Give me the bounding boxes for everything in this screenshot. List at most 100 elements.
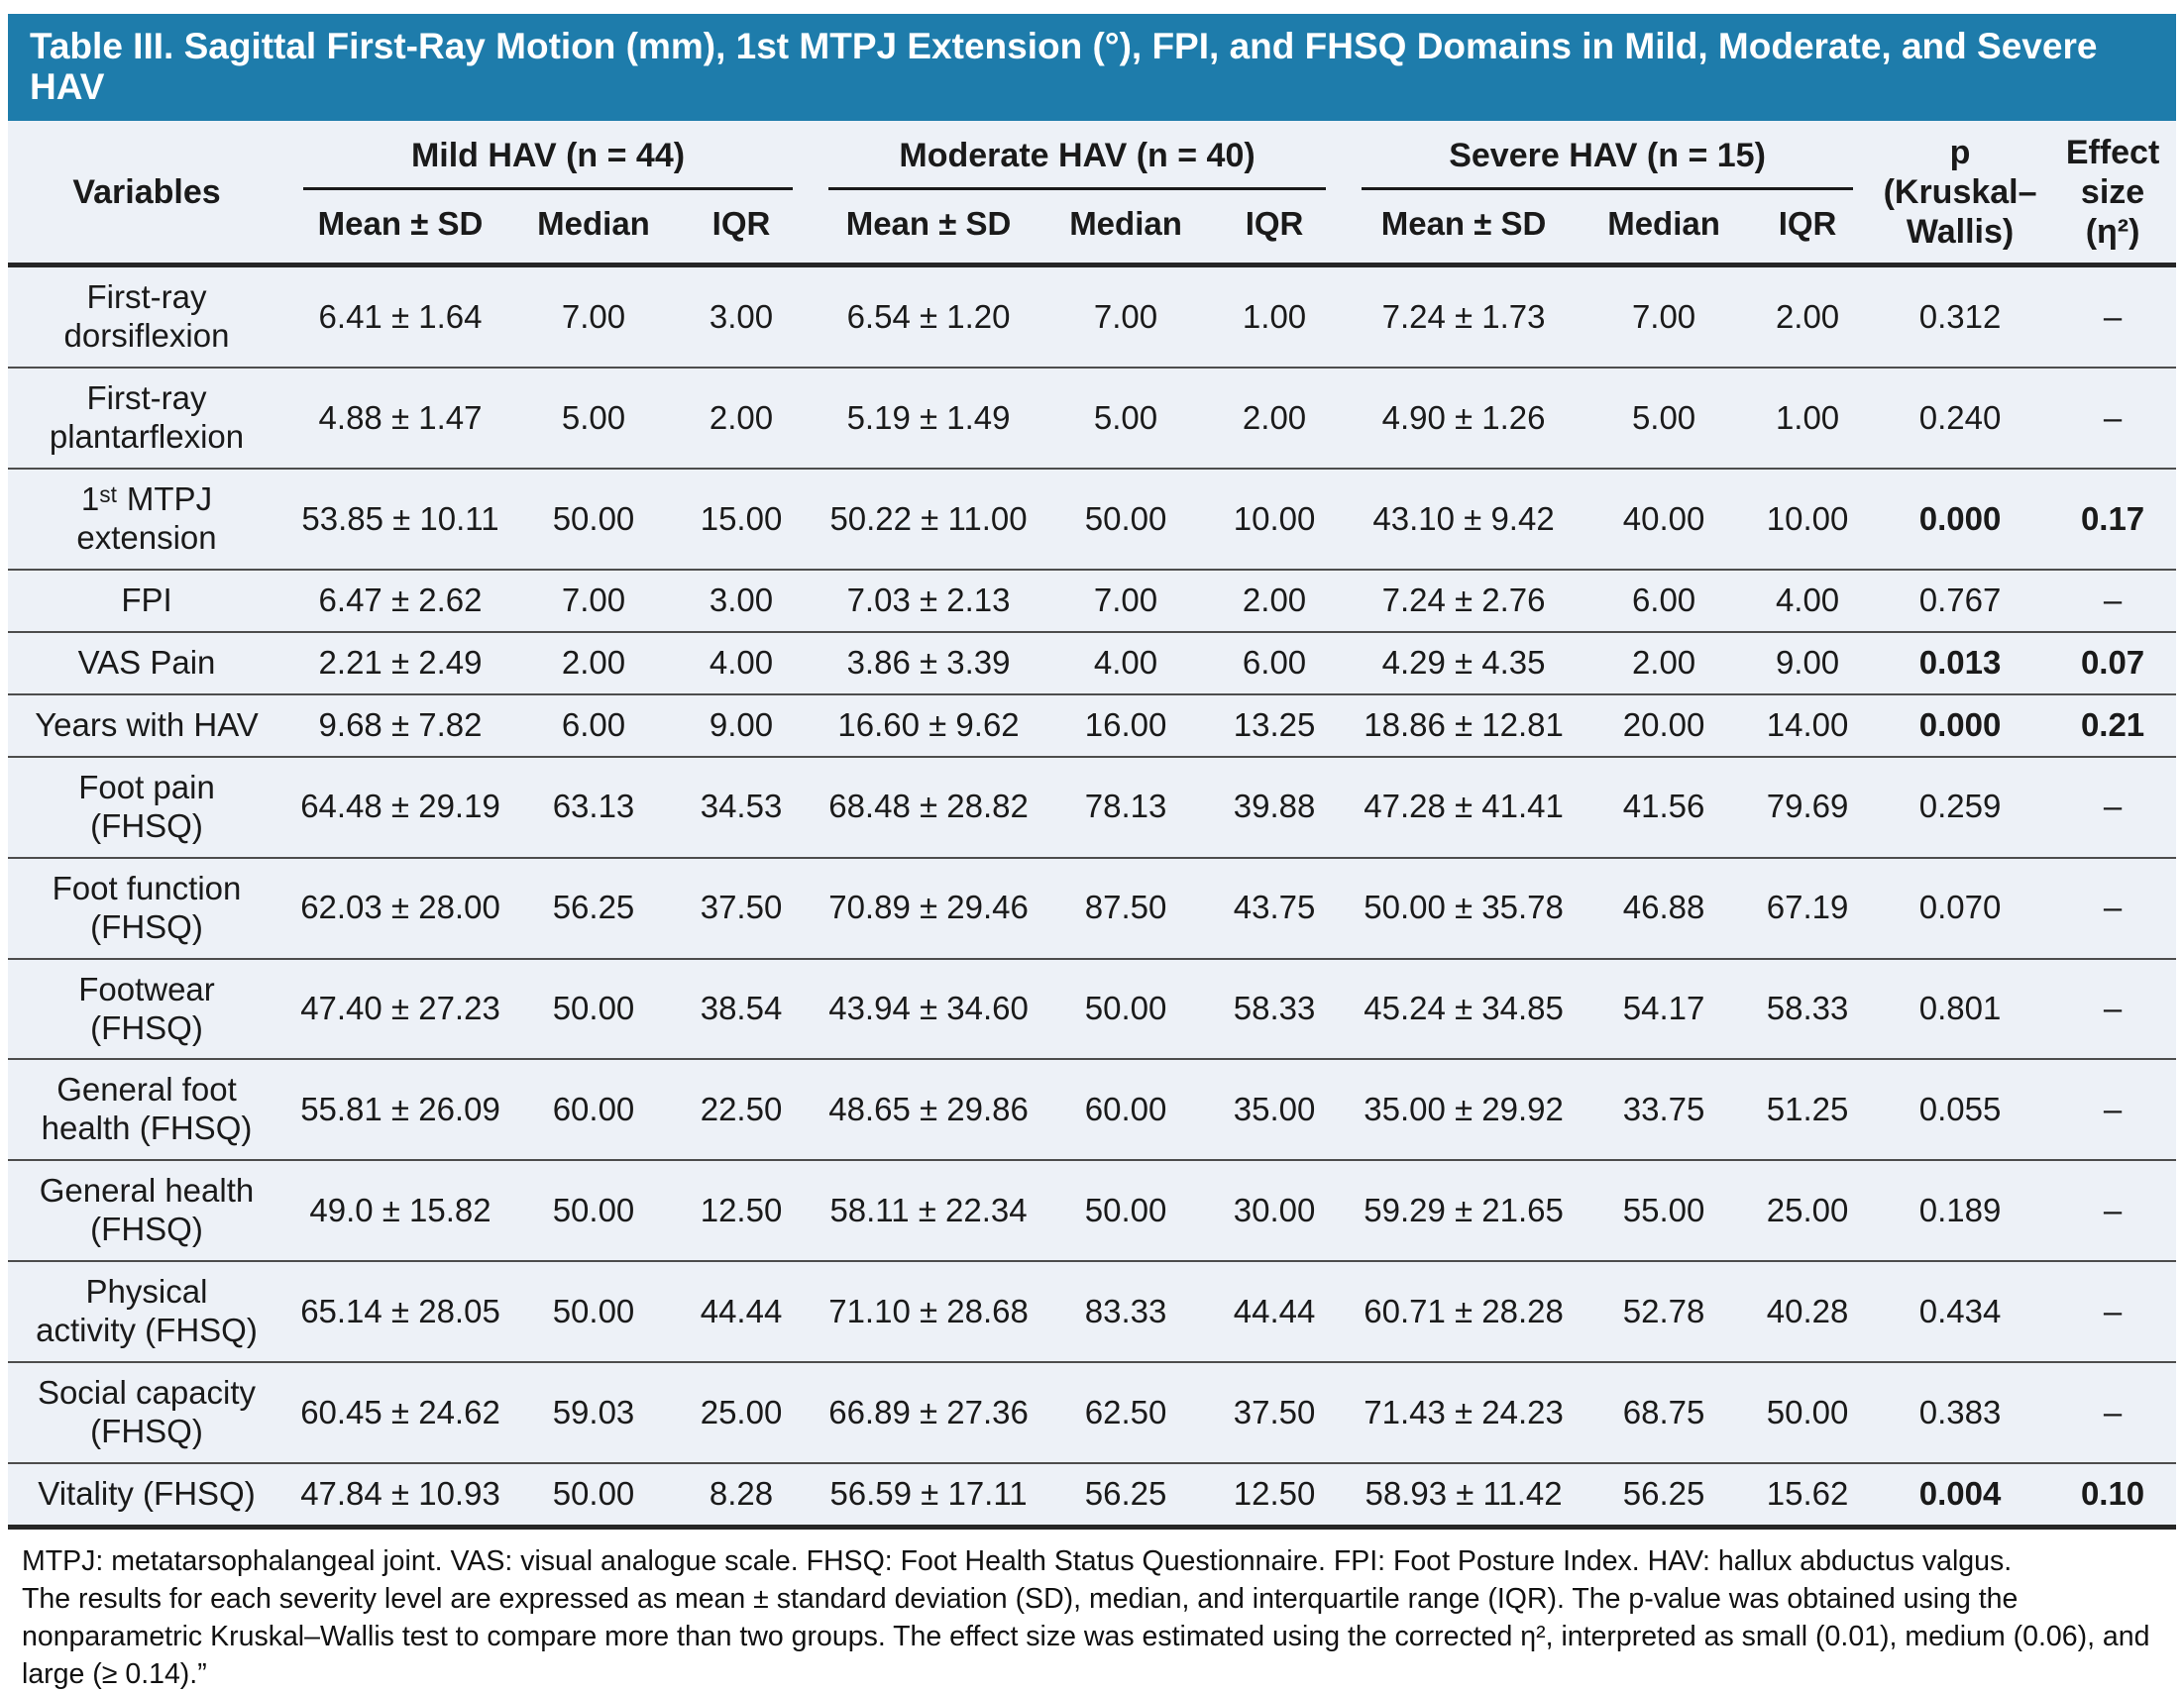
value-cell: 2.00 — [1242, 582, 1307, 619]
variable-cell: First-ray plantarflexion — [49, 379, 245, 456]
value-cell: 35.00 ± 29.92 — [1364, 1090, 1564, 1127]
table-row: First-ray dorsiflexion 6.41 ± 1.64 7.00 3.0… — [8, 265, 2176, 368]
value-cell: 50.00 ± 35.78 — [1364, 889, 1564, 926]
value-cell: 50.00 — [1766, 1393, 1849, 1430]
value-cell: 44.44 — [1233, 1292, 1316, 1329]
value-cell: 68.48 ± 28.82 — [828, 788, 1029, 825]
p-value-cell: 0.189 — [1918, 1191, 2002, 1228]
value-cell: 43.10 ± 9.42 — [1372, 499, 1555, 537]
sub-header-row: Mean ± SD Median IQR Mean ± SD Median IQ… — [8, 190, 2176, 265]
value-cell: 70.89 ± 29.46 — [828, 889, 1029, 926]
effect-size-cell: – — [2103, 889, 2123, 926]
effect-size-cell: – — [2103, 297, 2123, 335]
value-cell: 50.00 — [1084, 499, 1167, 537]
severe-iqr-header: IQR — [1778, 205, 1837, 243]
value-cell: 47.84 ± 10.93 — [300, 1474, 500, 1512]
value-cell: 7.00 — [561, 297, 626, 335]
value-cell: 47.28 ± 41.41 — [1364, 788, 1564, 825]
p-value-cell: 0.070 — [1918, 889, 2002, 926]
value-cell: 40.28 — [1766, 1292, 1849, 1329]
value-cell: 1.00 — [1242, 297, 1307, 335]
value-cell: 39.88 — [1233, 788, 1316, 825]
table-row: General health (FHSQ) 49.0 ± 15.82 50.00 12… — [8, 1160, 2177, 1261]
p-value-cell: 0.000 — [1918, 499, 2002, 537]
value-cell: 6.41 ± 1.64 — [318, 297, 483, 335]
variable-cell: VAS Pain — [77, 643, 216, 681]
value-cell: 15.00 — [700, 499, 783, 537]
value-cell: 83.33 — [1084, 1292, 1167, 1329]
value-cell: 5.19 ± 1.49 — [846, 398, 1011, 436]
table-row: General foot health (FHSQ) 55.81 ± 26.09 6… — [8, 1059, 2177, 1160]
variable-cell: Foot function (FHSQ) — [52, 869, 242, 945]
value-cell: 63.13 — [552, 788, 635, 825]
table-row: Vitality (FHSQ) 47.84 ± 10.93 50.00 8.28 56.… — [8, 1462, 2177, 1527]
table-row: Foot function (FHSQ) 62.03 ± 28.00 56.25 37… — [8, 857, 2177, 959]
group-header-moderate: Moderate HAV (n = 40) — [811, 121, 1344, 191]
value-cell: 71.10 ± 28.68 — [828, 1292, 1029, 1329]
value-cell: 2.00 — [709, 398, 774, 436]
value-cell: 71.43 ± 24.23 — [1364, 1393, 1564, 1430]
p-value-cell: 0.013 — [1918, 643, 2002, 681]
value-cell: 7.00 — [1631, 297, 1696, 335]
mild-iqr-header: IQR — [711, 205, 771, 243]
value-cell: 25.00 — [700, 1393, 783, 1430]
value-cell: 56.25 — [1622, 1474, 1705, 1512]
value-cell: 47.40 ± 27.23 — [300, 990, 500, 1027]
moderate-iqr-header: IQR — [1245, 205, 1304, 243]
value-cell: 50.00 — [552, 1292, 635, 1329]
effect-size-cell: – — [2103, 1393, 2123, 1430]
severe-median-header: Median — [1607, 205, 1720, 243]
page: { "title": "Table III. Sagittal First-Ra… — [0, 14, 2184, 1693]
value-cell: 62.50 — [1084, 1393, 1167, 1430]
value-cell: 4.00 — [709, 643, 774, 681]
variables-header: Variables — [72, 172, 221, 211]
value-cell: 3.00 — [709, 297, 774, 335]
effect-size-cell: – — [2103, 788, 2123, 825]
footnote-abbreviations: MTPJ: metatarsophalangeal joint. VAS: vi… — [22, 1544, 2013, 1577]
value-cell: 4.88 ± 1.47 — [318, 398, 483, 436]
value-cell: 7.24 ± 1.73 — [1381, 297, 1546, 335]
value-cell: 18.86 ± 12.81 — [1364, 705, 1564, 743]
value-cell: 46.88 — [1622, 889, 1705, 926]
value-cell: 3.00 — [709, 582, 774, 619]
mild-mean-sd-header: Mean ± SD — [317, 205, 484, 243]
value-cell: 48.65 ± 29.86 — [828, 1090, 1029, 1127]
value-cell: 79.69 — [1766, 788, 1849, 825]
value-cell: 7.00 — [561, 582, 626, 619]
group-header-moderate-label: Moderate HAV (n = 40) — [828, 137, 1327, 191]
p-value-header: p (Kruskal–Wallis) — [1883, 133, 2037, 251]
value-cell: 60.45 ± 24.62 — [300, 1393, 500, 1430]
table-body: First-ray dorsiflexion 6.41 ± 1.64 7.00 3.0… — [8, 265, 2177, 1528]
value-cell: 52.78 — [1622, 1292, 1705, 1329]
variable-cell: 1ˢᵗ MTPJ extension — [76, 480, 217, 557]
p-value-cell: 0.000 — [1918, 705, 2002, 743]
table-row: FPI 6.47 ± 2.62 7.00 3.00 7.03 ± 2.13 7.00 2.0… — [8, 570, 2177, 632]
effect-size-cell: – — [2103, 398, 2123, 436]
value-cell: 37.50 — [1233, 1393, 1316, 1430]
value-cell: 14.00 — [1766, 705, 1849, 743]
value-cell: 16.60 ± 9.62 — [837, 705, 1020, 743]
value-cell: 5.00 — [1631, 398, 1696, 436]
table-row: 1ˢᵗ MTPJ extension 53.85 ± 10.11 50.00 15.0… — [8, 469, 2177, 570]
value-cell: 43.75 — [1233, 889, 1316, 926]
value-cell: 56.25 — [1084, 1474, 1167, 1512]
value-cell: 9.00 — [709, 705, 774, 743]
variable-cell: Footwear (FHSQ) — [78, 970, 215, 1046]
table-row: VAS Pain 2.21 ± 2.49 2.00 4.00 3.86 ± 3.39 4.… — [8, 631, 2177, 694]
value-cell: 35.00 — [1233, 1090, 1316, 1127]
value-cell: 56.25 — [552, 889, 635, 926]
variable-cell: Years with HAV — [35, 705, 259, 743]
variable-cell: Physical activity (FHSQ) — [36, 1273, 258, 1349]
p-value-cell: 0.312 — [1918, 297, 2002, 335]
effect-size-cell: – — [2103, 990, 2123, 1027]
table-row: Years with HAV 9.68 ± 7.82 6.00 9.00 16.60 ±… — [8, 693, 2177, 757]
value-cell: 7.00 — [1093, 582, 1158, 619]
table-row: Social capacity (FHSQ) 60.45 ± 24.62 59.03… — [8, 1362, 2177, 1463]
value-cell: 68.75 — [1622, 1393, 1705, 1430]
effect-size-cell: 0.17 — [2080, 499, 2145, 537]
value-cell: 58.93 ± 11.42 — [1365, 1474, 1563, 1512]
value-cell: 7.03 ± 2.13 — [846, 582, 1011, 619]
effect-size-cell: 0.21 — [2080, 705, 2145, 743]
value-cell: 3.86 ± 3.39 — [846, 643, 1011, 681]
value-cell: 53.85 ± 10.11 — [301, 499, 499, 537]
